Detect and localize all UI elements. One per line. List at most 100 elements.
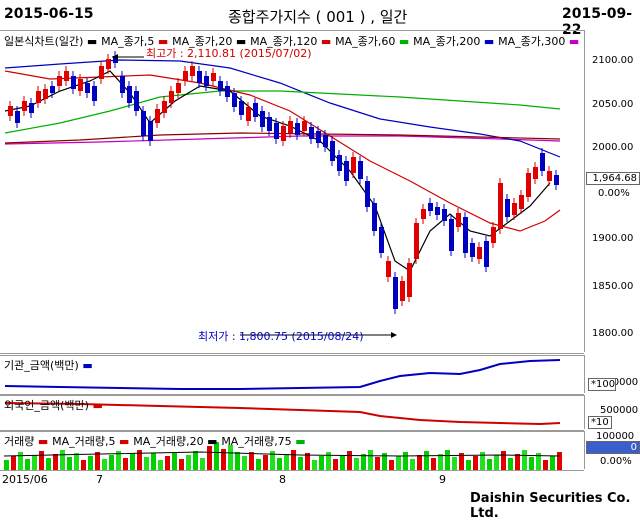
volume-bar <box>165 456 170 470</box>
candle <box>554 175 559 185</box>
legend-swatch: ▬ <box>398 35 414 48</box>
candle <box>302 121 307 131</box>
volume-bar <box>361 454 366 470</box>
legend-item: MA_종가,200 <box>413 35 484 48</box>
legend-item: MA_종가,60 <box>335 35 399 48</box>
foreign-legend: 외국인_금액(백만) ▬ <box>4 399 103 412</box>
volume-bar <box>186 455 191 470</box>
candle <box>498 183 503 229</box>
volume-bar <box>410 459 415 470</box>
volume-bar <box>25 459 30 470</box>
candle <box>344 161 349 181</box>
volume-axis-value: 100000 <box>596 431 635 442</box>
candle <box>127 86 132 103</box>
candle <box>141 111 146 136</box>
volume-bar <box>466 460 471 470</box>
volume-bar <box>137 450 142 470</box>
institution-line-chart <box>4 359 561 390</box>
x-label: 2015/06 <box>2 473 48 486</box>
candle <box>547 171 552 181</box>
candle <box>120 76 125 93</box>
legend-swatch: ▬ <box>207 435 222 448</box>
volume-bar <box>354 458 359 470</box>
price-axis[interactable] <box>584 30 640 352</box>
legend-swatch: ▬ <box>86 35 102 48</box>
volume-bar <box>228 445 233 470</box>
candle <box>113 56 118 63</box>
low-price-note: 최저가 : 1,800.75 (2015/08/24) <box>198 330 364 343</box>
candle <box>197 71 202 83</box>
volume-bar <box>557 452 562 470</box>
volume-bar <box>214 442 219 470</box>
volume-bar <box>438 454 443 470</box>
candle <box>540 153 545 171</box>
candle <box>225 86 230 97</box>
foreign-panel[interactable]: 외국인_금액(백만) ▬ <box>0 395 584 431</box>
candle <box>351 157 356 173</box>
start-date: 2015-06-15 <box>4 6 94 22</box>
candle <box>512 203 517 215</box>
candle <box>386 261 391 277</box>
ma-300-line <box>4 135 561 145</box>
candle <box>323 135 328 147</box>
volume-bar <box>305 453 310 470</box>
candle <box>463 217 468 253</box>
price-change-pct: 0.00% <box>598 188 630 199</box>
candle <box>456 213 461 227</box>
volume-bar <box>277 458 282 470</box>
volume-bar <box>291 450 296 470</box>
volume-bar <box>284 454 289 470</box>
candle <box>267 117 272 131</box>
volume-bar <box>459 453 464 470</box>
candle <box>526 173 531 197</box>
volume-bar <box>543 460 548 470</box>
candle <box>218 81 223 91</box>
volume-panel[interactable]: 거래량 ▬ MA_거래량,5 ▬ MA_거래량,20 ▬ MA_거래량,75 ▬ <box>0 431 584 471</box>
legend-item: MA_종가,5 <box>101 35 158 48</box>
candle <box>372 203 377 231</box>
chart-title: 종합주가지수 ( 001 ) , 일간 <box>228 8 408 26</box>
volume-bar <box>130 454 135 470</box>
candle <box>232 93 237 107</box>
high-price-note: 최고가 : 2,110.81 (2015/07/02) <box>146 47 312 60</box>
volume-bar <box>256 459 261 470</box>
price-chart-panel[interactable]: 일본식차트(일간) ▬ MA_종가,5 ▬ MA_종가,20 ▬ MA_종가,1… <box>0 30 584 354</box>
candle <box>57 76 62 86</box>
legend-item: MA_종가,20 <box>172 35 236 48</box>
candle <box>78 79 83 91</box>
volume-bar <box>109 455 114 470</box>
volume-bar <box>431 458 436 470</box>
y-tick: 2050.00 <box>592 99 634 110</box>
candle <box>442 209 447 221</box>
volume-bar <box>389 460 394 470</box>
candle <box>288 121 293 133</box>
volume-bar <box>396 456 401 470</box>
candle <box>484 241 489 267</box>
volume-bar <box>340 455 345 470</box>
volume-bar <box>88 456 93 470</box>
price-chart <box>4 51 561 338</box>
institution-panel[interactable]: 기관_금액(백만) ▬ <box>0 355 584 395</box>
legend-swatch: ▬ <box>320 35 336 48</box>
candle <box>337 155 342 171</box>
candle <box>64 71 69 81</box>
legend-swatch: ▬ <box>118 435 134 448</box>
volume-axis <box>584 431 640 469</box>
candle <box>8 106 13 116</box>
y-tick: 1900.00 <box>592 233 634 244</box>
ma-60-line <box>4 90 561 134</box>
candle <box>435 207 440 215</box>
volume-bar <box>445 450 450 470</box>
candle <box>491 227 496 243</box>
candle <box>470 243 475 257</box>
volume-bar <box>39 451 44 470</box>
candle <box>162 101 167 113</box>
candle <box>71 76 76 89</box>
candle <box>22 101 27 111</box>
candle <box>533 167 538 179</box>
candle <box>330 141 335 161</box>
ma-120-line <box>4 132 561 144</box>
volume-bar <box>375 457 380 470</box>
candle <box>519 195 524 209</box>
volume-bar <box>172 452 177 470</box>
